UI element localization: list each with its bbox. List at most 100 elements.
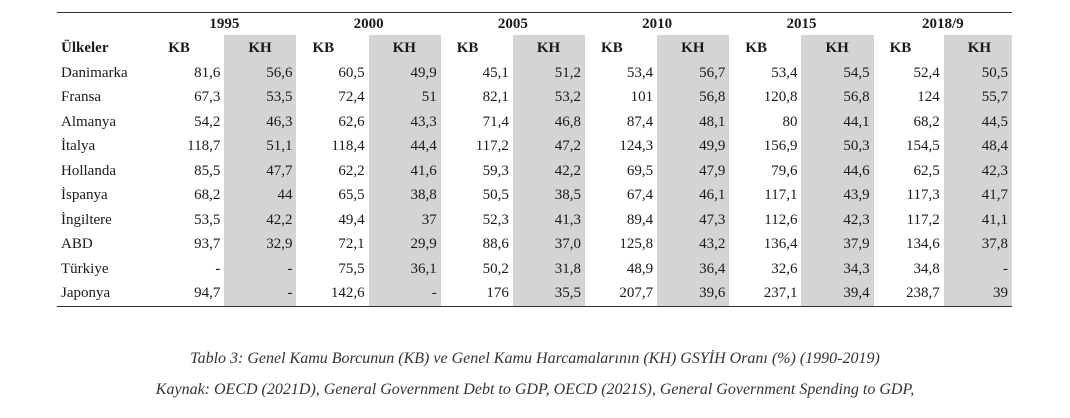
kb-value-cell: 67,3 xyxy=(194,89,221,106)
year-header-row: 1995 2000 2005 2010 2015 2018/9 xyxy=(57,13,1012,35)
kh-value-cell: 56,8 xyxy=(657,85,730,110)
kh-value-cell: 37,0 xyxy=(512,232,586,257)
kh-value-cell: 38,5 xyxy=(512,183,586,208)
kb-value-cell: 79,6 xyxy=(771,162,798,179)
table-row: İspanya 68,2 44 65,5 38,8 50,5 38,5 67,4 46,1 117… xyxy=(57,183,1012,208)
year-header: 2005 xyxy=(497,15,528,32)
kb-value-cell: 68,2 xyxy=(194,187,221,204)
year-header: 1995 xyxy=(209,15,240,32)
kb-value-cell: 124 xyxy=(917,89,940,106)
kh-value-cell: 43,9 xyxy=(801,183,874,208)
kh-value-cell: 39,6 xyxy=(657,281,730,306)
country-column-header: Ülkeler xyxy=(61,39,109,56)
year-header: 2018/9 xyxy=(921,15,964,32)
kb-value-cell: 238,7 xyxy=(905,285,940,302)
kh-value-cell: 36,4 xyxy=(657,257,730,282)
kh-value-cell: 29,9 xyxy=(368,232,441,257)
kh-value-cell: 39 xyxy=(943,281,1012,306)
kh-value-cell: 32,9 xyxy=(224,232,297,257)
debt-spending-table: 1995 2000 2005 2010 2015 2018/9 Ülkeler KB KH K… xyxy=(57,13,1012,306)
kh-value-cell: 47,7 xyxy=(224,159,297,184)
kb-value-cell: 94,7 xyxy=(194,285,221,302)
country-cell: Hollanda xyxy=(61,162,116,179)
kh-value-cell: 51,1 xyxy=(224,134,297,159)
kb-value-cell: 101 xyxy=(630,89,654,106)
kb-value-cell: 50,2 xyxy=(482,260,509,277)
table-row: Almanya 54,2 46,3 62,6 43,3 71,4 46,8 87,4 48,1 8… xyxy=(57,110,1012,135)
kb-value-cell: 88,6 xyxy=(482,236,509,253)
kh-value-cell: 43,3 xyxy=(368,110,441,135)
table-caption: Tablo 3: Genel Kamu Borcunun (KB) ve Gen… xyxy=(190,350,880,367)
kh-value-cell: 41,1 xyxy=(943,208,1012,233)
kb-column-header: KB xyxy=(168,39,190,56)
kh-value-cell: 48,4 xyxy=(943,134,1012,159)
kh-value-cell: 49,9 xyxy=(657,134,730,159)
kh-column-header: KH xyxy=(801,35,874,61)
kb-value-cell: 50,5 xyxy=(482,187,509,204)
kh-value-cell: 44,1 xyxy=(801,110,874,135)
kh-value-cell: 54,5 xyxy=(801,61,874,86)
kb-value-cell: 48,9 xyxy=(626,260,654,277)
kh-value-cell: 46,1 xyxy=(657,183,730,208)
kb-value-cell: 34,8 xyxy=(913,260,940,277)
kb-value-cell: 80 xyxy=(782,113,798,130)
kb-value-cell: 62,6 xyxy=(338,113,365,130)
kb-column-header: KB xyxy=(745,39,767,56)
kb-column-header: KB xyxy=(312,39,335,56)
kb-value-cell: 45,1 xyxy=(482,64,509,81)
kh-value-cell: 46,3 xyxy=(224,110,297,135)
kb-value-cell: 71,4 xyxy=(482,113,509,130)
kh-value-cell: - xyxy=(224,281,297,306)
data-table-container: 1995 2000 2005 2010 2015 2018/9 Ülkeler KB KH K… xyxy=(57,12,1012,307)
country-cell: Türkiye xyxy=(61,260,109,277)
kh-value-cell: 43,2 xyxy=(657,232,730,257)
kb-value-cell: 156,9 xyxy=(763,138,798,155)
kb-value-cell: 81,6 xyxy=(194,64,221,81)
kh-column-header: KH xyxy=(368,35,441,61)
kh-value-cell: 50,3 xyxy=(801,134,874,159)
country-cell: Fransa xyxy=(61,89,101,106)
kb-value-cell: 72,1 xyxy=(338,236,365,253)
year-header: 2010 xyxy=(642,15,673,32)
kb-value-cell: 118,7 xyxy=(187,138,221,155)
kb-column-header: KB xyxy=(456,39,479,56)
kh-column-header: KH xyxy=(657,35,730,61)
kh-value-cell: 38,8 xyxy=(368,183,441,208)
kh-value-cell: 47,9 xyxy=(657,159,730,184)
kb-value-cell: 136,4 xyxy=(763,236,798,253)
kb-value-cell: 52,4 xyxy=(913,64,940,81)
kh-value-cell: 55,7 xyxy=(943,85,1012,110)
kh-value-cell: - xyxy=(224,257,297,282)
kb-value-cell: 134,6 xyxy=(905,236,940,253)
kh-value-cell: 48,1 xyxy=(657,110,730,135)
kb-value-cell: 62,2 xyxy=(338,162,365,179)
kb-value-cell: 154,5 xyxy=(905,138,940,155)
kh-column-header: KH xyxy=(512,35,586,61)
kb-value-cell: 72,4 xyxy=(338,89,365,106)
kh-value-cell: - xyxy=(368,281,441,306)
kb-value-cell: 117,1 xyxy=(764,187,798,204)
kb-value-cell: 117,2 xyxy=(906,211,940,228)
kb-value-cell: 53,4 xyxy=(626,64,654,81)
kb-value-cell: 69,5 xyxy=(626,162,654,179)
kb-value-cell: 65,5 xyxy=(338,187,365,204)
kb-value-cell: 93,7 xyxy=(194,236,221,253)
kb-value-cell: 53,4 xyxy=(771,64,798,81)
kh-value-cell: 56,6 xyxy=(224,61,297,86)
table-row: Türkiye - -75,5 36,1 50,2 31,8 48,9 36,4 32,6 34,… xyxy=(57,257,1012,282)
country-cell: İtalya xyxy=(61,138,96,155)
country-cell: ABD xyxy=(61,236,93,253)
kh-value-cell: 53,2 xyxy=(512,85,586,110)
kb-value-cell: 87,4 xyxy=(626,113,654,130)
table-source: Kaynak: OECD (2021D), General Government… xyxy=(155,381,915,398)
kh-value-cell: 53,5 xyxy=(224,85,297,110)
kh-value-cell: 42,2 xyxy=(512,159,586,184)
kh-value-cell: 51 xyxy=(368,85,441,110)
kh-value-cell: 42,3 xyxy=(801,208,874,233)
kb-value-cell: 142,6 xyxy=(330,285,365,302)
kb-value-cell: 89,4 xyxy=(626,211,654,228)
kh-value-cell: 56,7 xyxy=(657,61,730,86)
table-row: Hollanda 85,5 47,7 62,2 41,6 59,3 42,2 69,5 47,9… xyxy=(57,159,1012,184)
kb-value-cell: 67,4 xyxy=(626,187,654,204)
kh-value-cell: - xyxy=(943,257,1012,282)
